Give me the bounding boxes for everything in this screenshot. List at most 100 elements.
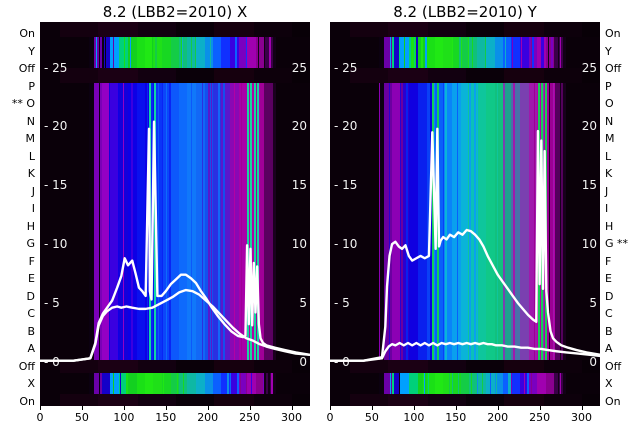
y-tick-label-left-25: - 25 [334,60,358,75]
y-tick-label-left-5: - 5 [44,295,60,310]
category-label-c-16: C [27,307,35,321]
category-label-off-2: Off [605,62,622,76]
x-tick-label-100: 100 [403,411,425,424]
category-label-i-10: I [605,202,609,216]
heatmap-band-on [330,22,600,38]
panel-title-right: 8.2 (LBB2=2010) Y [393,3,537,21]
x-tick-label-50: 50 [74,411,89,424]
category-label-h-11: H [605,219,614,233]
x-tick-label-150: 150 [155,411,177,424]
heatmap-band-off [40,68,310,84]
y-tick-label-left-25: - 25 [44,60,68,75]
y-tick-label-right-10: 10 [291,237,307,252]
heatmap-band-on [40,394,310,406]
category-label-j-9: J [605,184,609,198]
x-tick-mark-250 [249,406,251,410]
heatmap-band-x [330,373,600,395]
x-tick-label-250: 250 [239,411,261,424]
category-label-l-7: L [605,149,612,163]
trace-trace-upper [40,120,310,362]
x-tick-label-0: 0 [326,411,334,424]
y-tick-label-left-5: - 5 [334,295,350,310]
y-tick-label-left-10: - 10 [334,237,358,252]
category-label-on-0: On [19,27,35,40]
panel-title-left: 8.2 (LBB2=2010) X [102,3,248,21]
category-label-y-1: Y [28,44,35,58]
category-label-off-2: Off [18,62,35,76]
category-label-m-6: M [605,132,615,146]
category-label-m-6: M [25,132,36,146]
x-tick-mark-300 [581,406,583,410]
y-tick-label-right-0: 0 [589,354,597,369]
y-tick-label-left-10: - 10 [44,237,68,252]
category-label-on-21: On [605,395,621,408]
heatmap-band-main [40,83,310,360]
x-tick-mark-100 [413,406,415,410]
x-tick-mark-0 [40,406,41,410]
trace-trace-lower [330,341,600,362]
x-tick-label-200: 200 [487,411,509,424]
x-tick-label-100: 100 [113,411,135,424]
trace-overlay [40,120,310,362]
heatmap-band-on [330,394,600,406]
category-label-off-19: Off [605,359,622,373]
y-tick-label-left-20: - 20 [334,119,358,134]
category-label-x-20: X [605,377,613,391]
category-label-o-4: ** O [11,97,35,111]
y-tick-label-left-15: - 15 [44,178,68,193]
category-label-l-7: L [28,149,35,163]
x-tick-mark-100 [123,406,125,410]
y-tick-label-right-25: 25 [581,60,597,75]
heatmap-band-on [40,22,310,38]
heatmap-band-low [40,359,310,374]
category-label-i-10: I [31,202,35,216]
category-label-f-13: F [605,254,612,268]
category-label-x-20: X [27,377,35,391]
x-tick-label-250: 250 [529,411,551,424]
category-label-e-14: E [28,272,35,286]
category-label-o-4: O [605,97,614,111]
category-label-on-0: On [605,27,621,40]
category-label-a-18: A [27,342,35,356]
category-label-d-15: D [26,289,35,303]
x-tick-label-50: 50 [364,411,379,424]
x-tick-mark-150 [455,406,457,410]
category-label-k-8: K [27,167,35,181]
category-label-n-5: N [605,114,614,128]
trace-trace-upper [330,127,600,362]
category-label-g-12: G [26,237,35,251]
x-tick-mark-200 [497,406,499,410]
y-tick-label-right-20: 20 [291,119,307,134]
x-axis-left: 0 50 100 150 200 250 300 [37,406,310,440]
category-label-g-12: G ** [605,237,629,251]
y-tick-label-right-0: 0 [299,354,307,369]
category-label-e-14: E [605,272,612,286]
x-tick-mark-0 [330,406,331,410]
x-tick-mark-300 [291,406,293,410]
category-label-on-21: On [19,395,35,408]
category-label-p-3: P [28,79,35,93]
heatmap-band-y [330,37,600,69]
category-label-h-11: H [26,219,35,233]
category-label-k-8: K [605,167,613,181]
category-label-p-3: P [605,79,612,93]
heatmap-band-y [40,37,310,69]
x-tick-mark-50 [81,406,83,410]
category-label-b-17: B [27,324,35,338]
x-tick-label-300: 300 [281,411,303,424]
y-tick-label-right-5: 5 [589,295,597,310]
trace-trace-lower [40,288,310,362]
x-tick-label-300: 300 [571,411,593,424]
category-label-d-15: D [605,289,614,303]
trace-overlay [330,127,600,362]
x-tick-mark-150 [165,406,167,410]
category-label-a-18: A [605,342,613,356]
y-tick-label-right-15: 15 [291,178,307,193]
x-tick-label-200: 200 [197,411,219,424]
y-tick-label-left-20: - 20 [44,119,68,134]
x-tick-label-150: 150 [445,411,467,424]
heatmap-band-x [40,373,310,395]
